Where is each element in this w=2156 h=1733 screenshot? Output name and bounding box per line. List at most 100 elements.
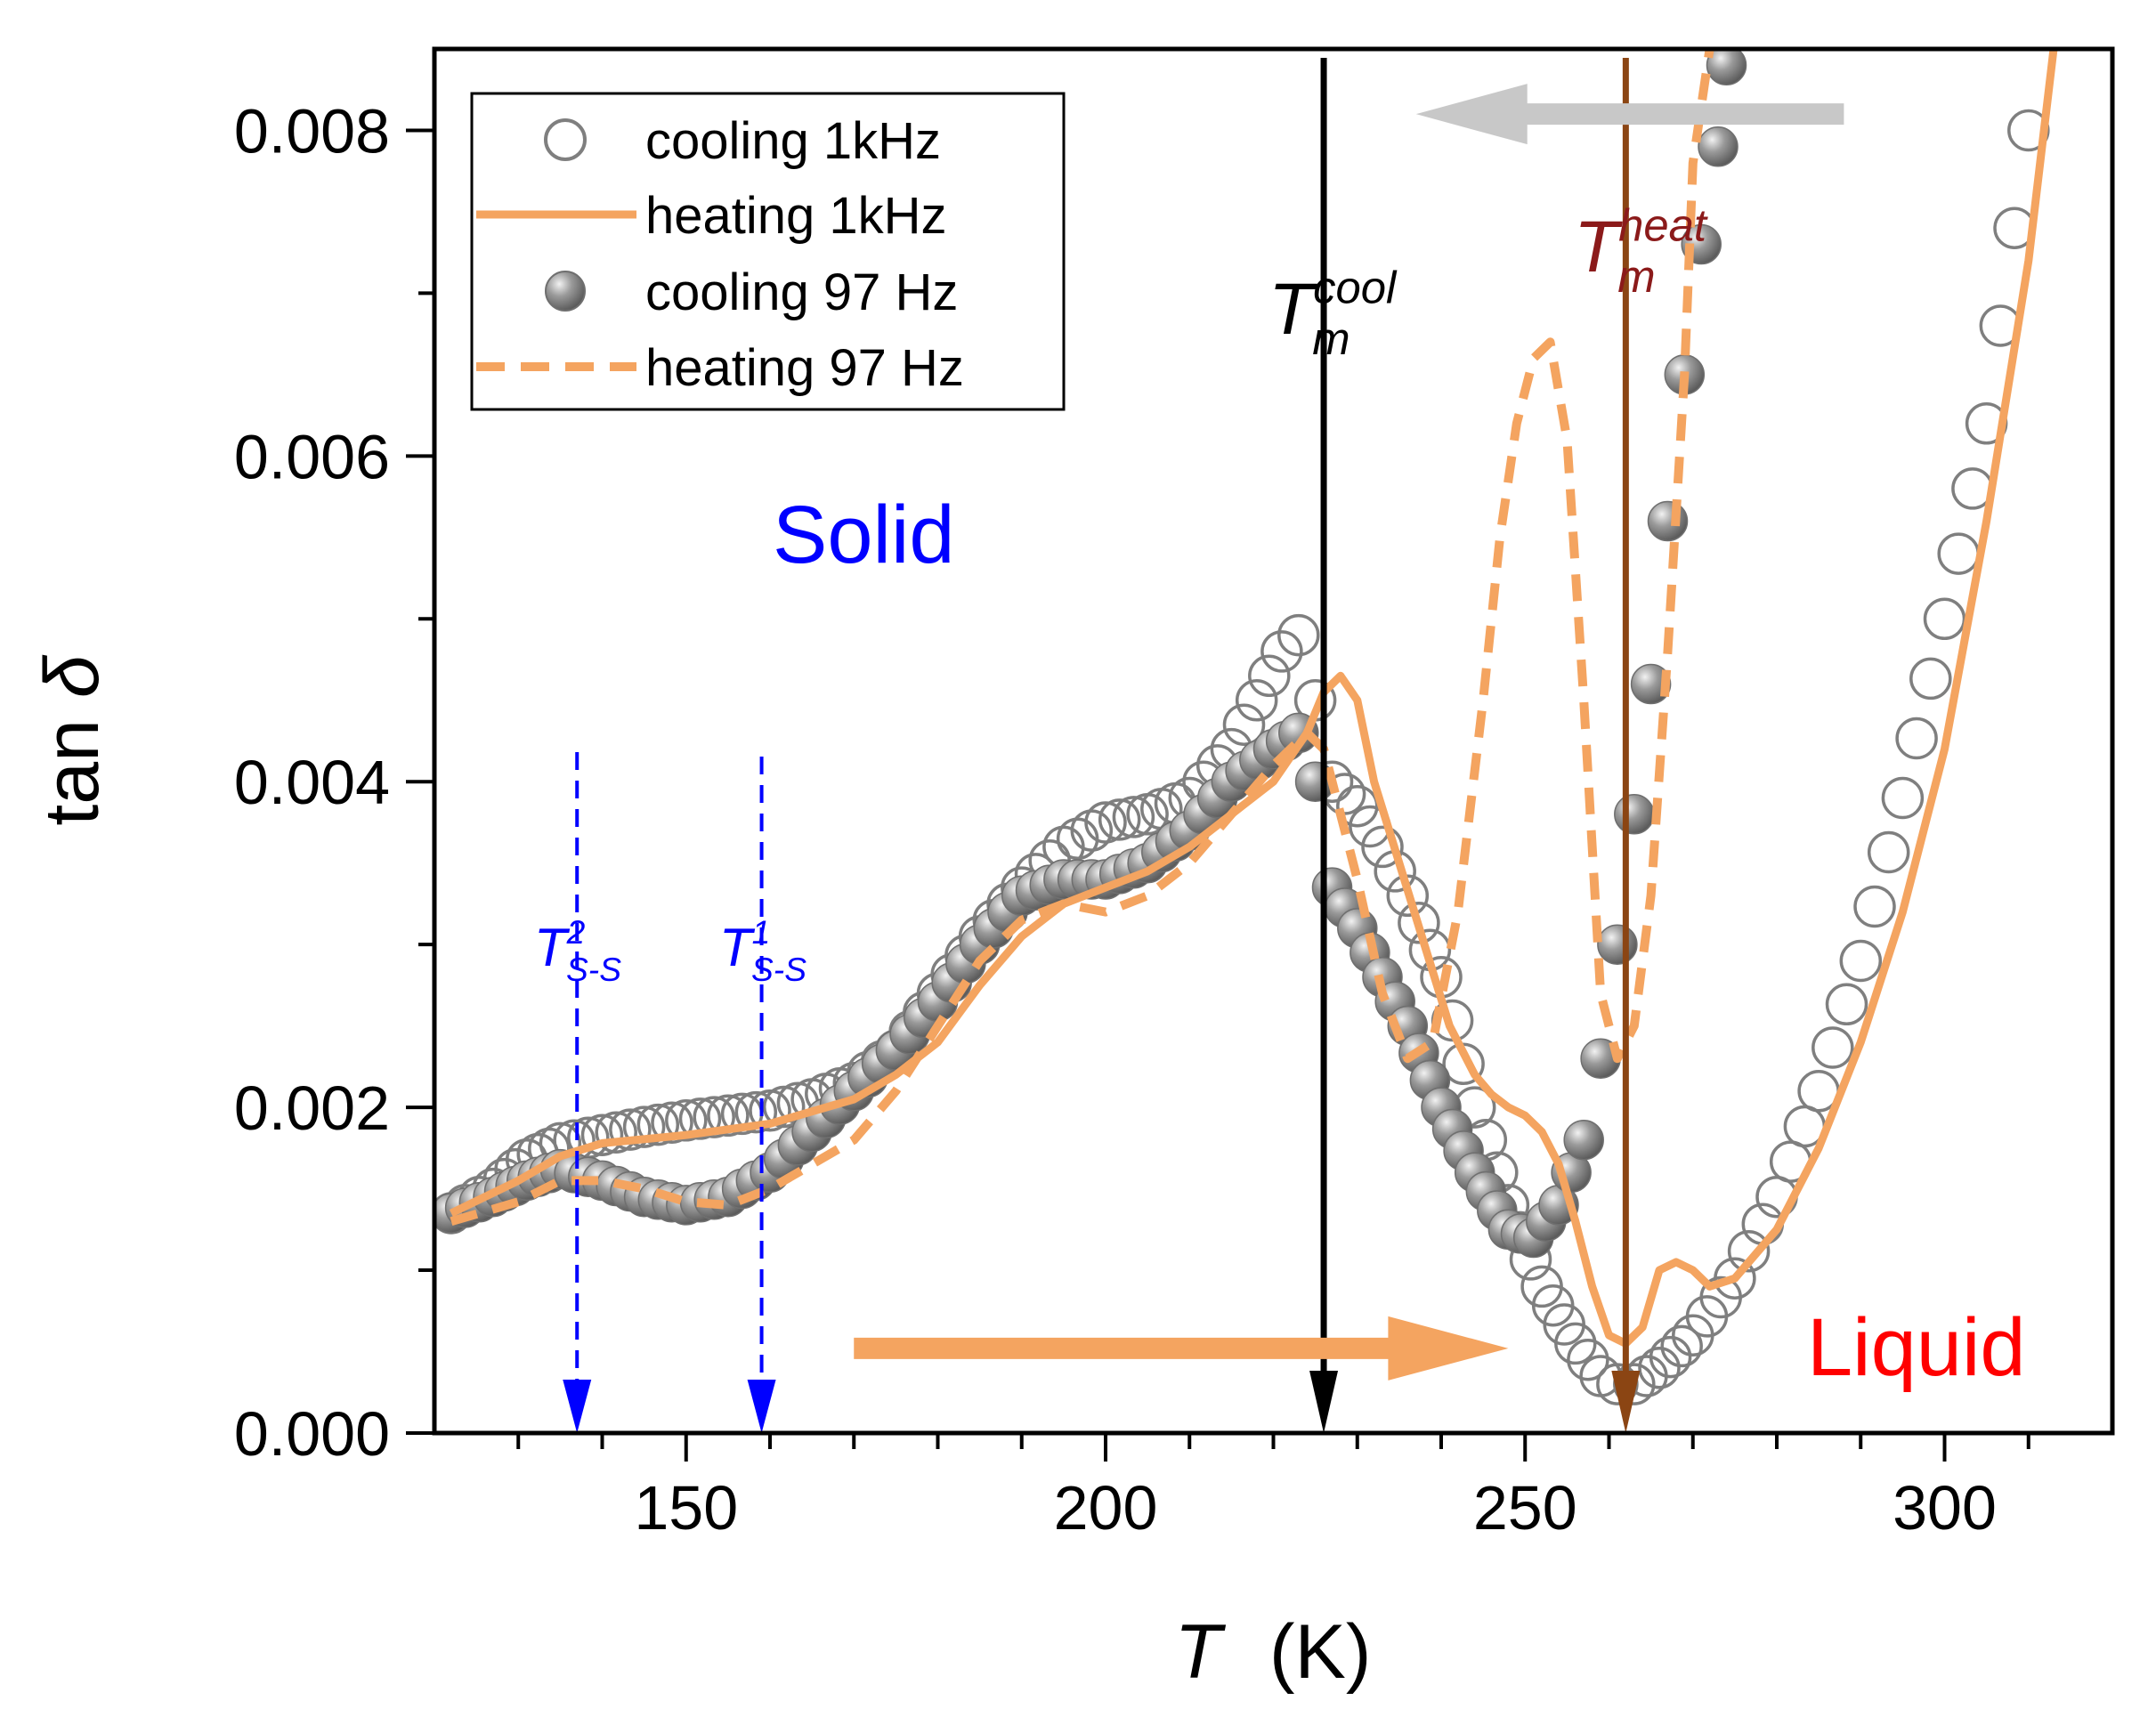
legend: cooling 1kHz heating 1kHz cooling 97 Hz … xyxy=(470,92,1066,411)
data-point-cooling-1khz xyxy=(1222,703,1266,746)
data-point-cooling-1khz xyxy=(665,1099,708,1142)
legend-label-cooling-97hz: cooling 97 Hz xyxy=(645,263,958,321)
tss1-label: T1 xyxy=(719,913,770,977)
data-point-cooling-1khz xyxy=(1714,1257,1756,1300)
tss1-label-sup: 1 xyxy=(752,913,771,951)
data-point-cooling-1khz xyxy=(1613,1363,1656,1405)
x-tick-label: 250 xyxy=(1473,1473,1577,1543)
tm-cool-label-sub-text: m xyxy=(1312,313,1350,364)
tss1-arrow-head xyxy=(747,1380,776,1433)
data-point-cooling-1khz xyxy=(1660,1324,1703,1368)
tss2-label: T2 xyxy=(534,913,586,977)
y-tick-label: 0.006 xyxy=(234,422,390,491)
tss1-label-main: T xyxy=(719,918,756,977)
data-point-cooling-1khz xyxy=(1923,597,1966,641)
data-point-cooling-1khz xyxy=(1839,939,1883,983)
data-point-cooling-1khz xyxy=(622,1105,666,1148)
data-point-cooling-97hz xyxy=(1647,500,1689,542)
data-point-cooling-1khz xyxy=(651,1101,693,1144)
x-axis-unit: (K) xyxy=(1269,1609,1372,1695)
tm-heat-label-sub-text: m xyxy=(1617,251,1655,302)
solid-region-label: Solid xyxy=(773,490,955,580)
tm-cool-label-main: T xyxy=(1268,269,1317,350)
data-point-cooling-1khz xyxy=(1937,532,1980,575)
data-point-cooling-1khz xyxy=(1336,784,1379,828)
y-tick-label: 0.000 xyxy=(234,1399,390,1469)
legend-marker-cooling-1khz xyxy=(544,118,587,161)
x-axis-title: T (K) xyxy=(1174,1609,1371,1695)
data-point-cooling-1khz xyxy=(1867,830,1910,874)
data-point-cooling-1khz xyxy=(1909,657,1952,700)
legend-label-heating-1khz: heating 1kHz xyxy=(645,187,947,245)
legend-marker-cooling-97hz xyxy=(545,271,586,312)
axis-ticks: 150 200 250 300 0.000 0.002 0.004 0.006 0.008 xyxy=(234,96,2030,1543)
y-axis-label: tan xyxy=(29,719,115,826)
data-point-cooling-1khz xyxy=(580,1113,624,1156)
data-point-cooling-1khz xyxy=(678,1097,722,1140)
data-point-cooling-1khz xyxy=(1260,630,1303,673)
data-point-cooling-1khz xyxy=(636,1103,680,1146)
series-cooling-1khz xyxy=(434,109,2050,1405)
y-tick-label: 0.002 xyxy=(234,1073,390,1143)
tss1-label-sub-text: S-S xyxy=(751,951,806,988)
line-heating-1khz xyxy=(449,49,2058,1348)
data-point-cooling-1khz xyxy=(1070,809,1114,852)
heating-direction-arrow-head xyxy=(1388,1316,1509,1381)
x-tick-label: 200 xyxy=(1054,1473,1158,1543)
tm-heat-label-sup: heat xyxy=(1618,200,1708,251)
tm-heat-arrow-head xyxy=(1611,1371,1641,1433)
data-point-cooling-1khz xyxy=(1386,874,1430,918)
data-point-cooling-1khz xyxy=(2007,109,2050,152)
data-point-cooling-97hz xyxy=(1563,1119,1604,1161)
data-point-cooling-1khz xyxy=(1248,654,1291,698)
data-point-cooling-1khz xyxy=(1398,902,1440,944)
data-point-cooling-1khz xyxy=(609,1108,652,1151)
data-point-cooling-97hz xyxy=(1706,49,1747,86)
legend-label-heating-97hz: heating 97 Hz xyxy=(645,339,964,397)
data-point-cooling-1khz xyxy=(1567,1338,1609,1381)
data-point-cooling-1khz xyxy=(707,1094,750,1138)
data-point-cooling-97hz xyxy=(1597,924,1638,965)
data-point-cooling-1khz xyxy=(1361,825,1404,869)
tm-heat-label: Theat xyxy=(1574,200,1708,287)
data-point-cooling-97hz xyxy=(1698,126,1739,167)
data-point-cooling-1khz xyxy=(1895,717,1938,760)
data-point-cooling-1khz xyxy=(1825,983,1868,1026)
data-point-cooling-1khz xyxy=(1853,885,1896,928)
liquid-region-label: Liquid xyxy=(1807,1302,2026,1393)
data-point-cooling-1khz xyxy=(1638,1347,1681,1389)
data-point-cooling-1khz xyxy=(1056,817,1099,861)
data-point-cooling-1khz xyxy=(734,1090,778,1134)
tm-cool-label-sup: cool xyxy=(1313,263,1398,313)
y-tick-label: 0.004 xyxy=(234,748,390,817)
tss2-label-sup: 2 xyxy=(566,913,586,951)
cooling-direction-arrow-head xyxy=(1415,84,1528,145)
tm-cool-label: Tcool xyxy=(1268,263,1398,350)
data-point-cooling-1khz xyxy=(1881,776,1925,820)
tss2-label-main: T xyxy=(534,918,571,977)
data-point-cooling-1khz xyxy=(595,1111,637,1154)
data-point-cooling-1khz xyxy=(1554,1322,1597,1365)
tm-heat-label-main: T xyxy=(1574,207,1623,287)
data-point-cooling-1khz xyxy=(693,1096,735,1138)
data-point-cooling-1khz xyxy=(1098,798,1141,841)
data-point-cooling-1khz xyxy=(1084,801,1127,844)
data-point-cooling-1khz xyxy=(1812,1026,1854,1069)
data-point-cooling-1khz xyxy=(1727,1229,1771,1273)
y-tick-label: 0.008 xyxy=(234,96,390,166)
data-point-cooling-1khz xyxy=(1649,1335,1692,1379)
data-point-cooling-1khz xyxy=(1112,796,1155,838)
tss2-arrow-head xyxy=(563,1380,592,1433)
tss2-label-sub-text: S-S xyxy=(566,951,621,988)
y-axis-symbol: δ xyxy=(29,654,115,698)
x-axis-variable: T xyxy=(1174,1609,1226,1695)
data-point-cooling-97hz xyxy=(1614,794,1655,835)
x-tick-label: 300 xyxy=(1893,1473,1997,1543)
legend-label-cooling-1khz: cooling 1kHz xyxy=(645,112,941,170)
data-point-cooling-1khz xyxy=(1277,613,1320,657)
series-heating-1khz xyxy=(449,49,2058,1348)
y-axis-title: tan δ xyxy=(29,654,115,825)
x-tick-label: 150 xyxy=(634,1473,738,1543)
